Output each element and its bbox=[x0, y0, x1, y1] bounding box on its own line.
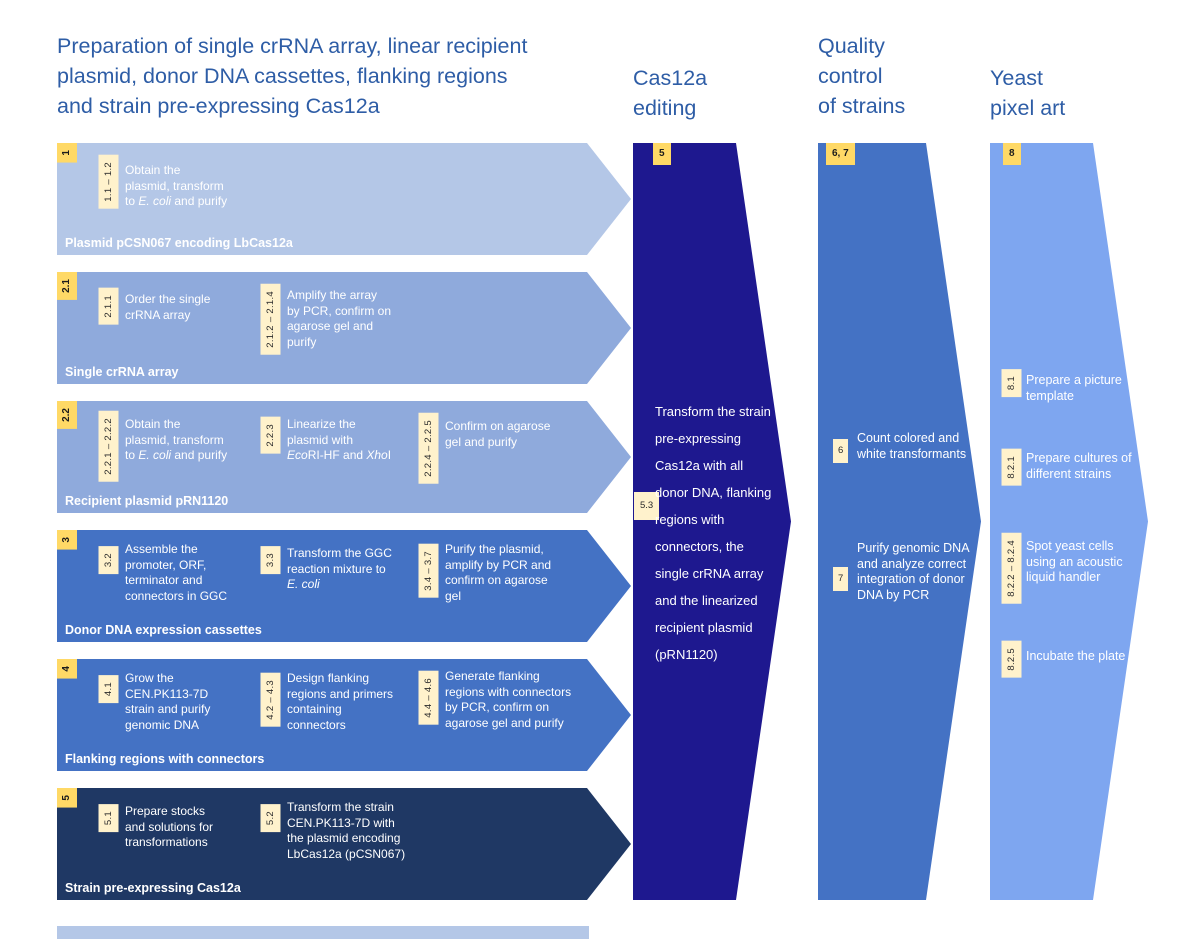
step-badge: 5.2 bbox=[261, 804, 281, 832]
heading-quality-control: Quality control of strains bbox=[818, 34, 906, 118]
step-text: Prepare stocks and solutions for transfo… bbox=[125, 804, 214, 849]
step-text: Transform the strain CEN.PK113-7D with t… bbox=[287, 800, 406, 861]
step-badge: 8.2.1 bbox=[1002, 449, 1022, 486]
bar-label: Strain pre-expressing Cas12a bbox=[65, 881, 241, 895]
quality-control-arrow: 6, 7 6 Count colored and white transform… bbox=[818, 143, 981, 900]
heading-cas12a-editing: Cas12a editing bbox=[633, 66, 708, 120]
bar-number-badge: 5 bbox=[57, 788, 77, 808]
step-text: Order the single crRNA array bbox=[125, 292, 211, 322]
workflow-bar-flanking-regions: 4 4.1 Grow the CEN.PK113-7D strain and p… bbox=[57, 659, 631, 771]
step-text: Prepare cultures of different strains bbox=[1026, 451, 1132, 481]
step-badge: 2.1.2 – 2.1.4 bbox=[261, 284, 281, 355]
step-badge: 3.4 – 3.7 bbox=[419, 544, 439, 598]
step-badge: 1.1 – 1.2 bbox=[99, 155, 119, 209]
step-text: Linearize the plasmid with EcoRI-HF and … bbox=[287, 417, 392, 462]
step-text: Obtain the plasmid, transform to E. coli… bbox=[125, 163, 228, 208]
arrow-number-badge: 8 bbox=[1003, 143, 1021, 165]
bar-label: Recipient plasmid pRN1120 bbox=[65, 494, 229, 508]
step-text: Incubate the plate bbox=[1026, 649, 1126, 663]
step-text: Assemble the promoter, ORF, terminator a… bbox=[125, 542, 228, 603]
step-text: Amplify the array by PCR, confirm on aga… bbox=[287, 288, 392, 349]
step-badge: 5.3 bbox=[634, 492, 659, 520]
step-badge: 4.2 – 4.3 bbox=[261, 673, 281, 727]
workflow-bar-strain-cas12a: 5 5.1 Prepare stocks and solutions for t… bbox=[57, 788, 631, 900]
step-text: Prepare a picture template bbox=[1026, 373, 1122, 403]
bar-number-badge: 4 bbox=[57, 659, 77, 679]
step-badge: 8.2.2 – 8.2.4 bbox=[1002, 533, 1022, 604]
arrow-number-badge: 6, 7 bbox=[826, 143, 855, 165]
workflow-bar-recipient-plasmid: 2.2 2.2.1 – 2.2.2 Obtain the plasmid, tr… bbox=[57, 401, 631, 513]
cropped-next-bar bbox=[57, 926, 589, 939]
bar-number-badge: 2.2 bbox=[57, 401, 77, 429]
step-badge: 2.1.1 bbox=[99, 288, 119, 325]
heading-yeast-pixel-art: Yeast pixel art bbox=[990, 66, 1066, 120]
step-badge: 2.2.4 – 2.2.5 bbox=[419, 413, 439, 484]
editing-step-text: Transform the strain pre-expressing Cas1… bbox=[655, 404, 772, 662]
step-text: Confirm on agarose gel and purify bbox=[445, 419, 551, 449]
step-text: Spot yeast cells using an acoustic liqui… bbox=[1026, 539, 1123, 584]
step-text: Transform the GGC reaction mixture to E.… bbox=[287, 546, 392, 591]
bar-number-badge: 3 bbox=[57, 530, 77, 550]
bar-label: Single crRNA array bbox=[65, 365, 179, 379]
step-text: Generate flanking regions with connector… bbox=[445, 669, 572, 730]
bar-number-badge: 1 bbox=[57, 143, 77, 163]
step-badge: 3.2 bbox=[99, 546, 119, 574]
step-text: Design flanking regions and primers cont… bbox=[287, 671, 394, 732]
heading-preparation: Preparation of single crRNA array, linea… bbox=[57, 34, 528, 118]
step-badge: 7 bbox=[833, 567, 848, 591]
step-badge: 8.2.5 bbox=[1002, 641, 1022, 678]
step-text: Purify the plasmid, amplify by PCR and c… bbox=[445, 542, 552, 603]
step-badge: 5.1 bbox=[99, 804, 119, 832]
step-text: Obtain the plasmid, transform to E. coli… bbox=[125, 417, 228, 462]
step-text: Grow the CEN.PK113-7D strain and purify … bbox=[125, 671, 211, 732]
workflow-bar-crrna-array: 2.1 2.1.1 Order the single crRNA array 2… bbox=[57, 272, 631, 384]
step-badge: 2.2.1 – 2.2.2 bbox=[99, 411, 119, 482]
workflow-bar-plasmid-pcsn067: 1 1.1 – 1.2 Obtain the plasmid, transfor… bbox=[57, 143, 631, 255]
editing-arrow: 5 5.3 Transform the strain pre-expressin… bbox=[633, 143, 791, 900]
bar-label: Donor DNA expression cassettes bbox=[65, 623, 262, 637]
workflow-bar-donor-dna: 3 3.2 Assemble the promoter, ORF, termin… bbox=[57, 530, 631, 642]
bar-label: Plasmid pCSN067 encoding LbCas12a bbox=[65, 236, 293, 250]
step-badge: 4.4 – 4.6 bbox=[419, 671, 439, 725]
step-badge: 4.1 bbox=[99, 675, 119, 703]
step-badge: 2.2.3 bbox=[261, 417, 281, 454]
bar-label: Flanking regions with connectors bbox=[65, 752, 265, 766]
step-badge: 8.1 bbox=[1002, 369, 1022, 397]
step-text: Purify genomic DNA and analyze correct i… bbox=[857, 541, 970, 602]
yeast-pixel-art-arrow: 8 8.1 Prepare a picture template 8.2.1 P… bbox=[990, 143, 1148, 900]
bar-number-badge: 2.1 bbox=[57, 272, 77, 300]
step-text: Count colored and white transformants bbox=[857, 431, 967, 461]
step-badge: 3.3 bbox=[261, 546, 281, 574]
arrow-number-badge: 5 bbox=[653, 143, 671, 165]
step-badge: 6 bbox=[833, 439, 848, 463]
